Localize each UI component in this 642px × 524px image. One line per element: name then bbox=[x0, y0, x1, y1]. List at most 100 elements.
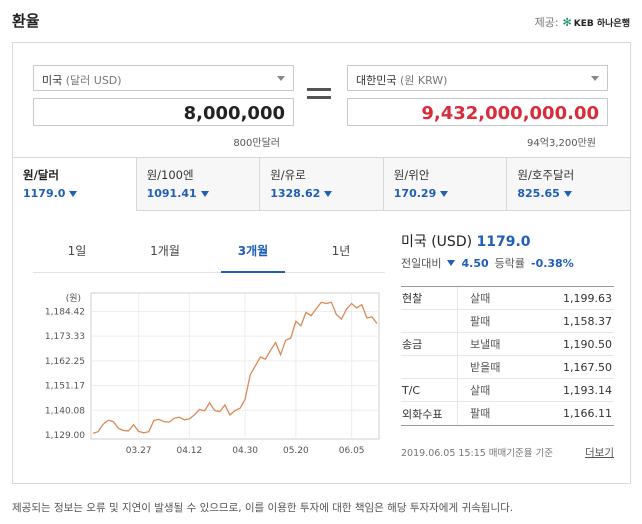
row-value: 1,167.50 bbox=[563, 360, 612, 374]
row-category: 송금 bbox=[402, 338, 423, 351]
plot-area bbox=[90, 292, 380, 440]
tab-usd[interactable]: 원/달러 1179.0 bbox=[13, 158, 136, 211]
row-value: 1,166.11 bbox=[563, 407, 612, 420]
y-tick-label: 1,140.08 bbox=[45, 406, 85, 416]
y-tick-label: 1,151.17 bbox=[45, 382, 85, 392]
from-currency-select[interactable]: 미국 (달러 USD) bbox=[33, 65, 294, 91]
down-arrow-icon bbox=[447, 260, 456, 266]
from-amount-hint: 800만달러 bbox=[233, 138, 280, 149]
y-tick-label: 1,129.00 bbox=[45, 431, 85, 441]
row-category: T/C bbox=[402, 383, 421, 397]
chevron-down-icon bbox=[277, 76, 285, 81]
table-row: T/C 살때 1,193.14 bbox=[401, 379, 614, 402]
tab-eur[interactable]: 원/유로 1328.62 bbox=[259, 158, 383, 210]
x-tick-label: 04.30 bbox=[232, 446, 258, 456]
equals-icon bbox=[307, 88, 331, 102]
bank-logo: ✻ KEB 하나은행 bbox=[563, 16, 630, 29]
table-row: 받을때 1,167.50 bbox=[401, 356, 614, 379]
exchange-widget: 미국 (달러 USD) 8,000,000 800만달러 대한민국 (원 KRW… bbox=[12, 42, 631, 484]
tab-jpy[interactable]: 원/100엔 1091.41 bbox=[135, 158, 260, 210]
x-tick-label: 04.12 bbox=[176, 446, 202, 456]
info-code: (USD) bbox=[431, 234, 473, 250]
row-value: 1,193.14 bbox=[563, 383, 612, 397]
info-change: 전일대비 4.50 등락률 -0.38% bbox=[401, 255, 574, 271]
to-amount-hint: 94억3,200만원 bbox=[527, 138, 596, 149]
period-tab-3m[interactable]: 3개월 bbox=[209, 233, 297, 273]
tab-label: 원/유로 bbox=[270, 168, 306, 182]
tab-label: 원/위안 bbox=[393, 168, 430, 182]
down-arrow-icon bbox=[200, 191, 209, 197]
series-line bbox=[92, 301, 378, 434]
from-amount-input[interactable]: 8,000,000 bbox=[33, 98, 294, 126]
row-value: 1,158.37 bbox=[563, 314, 612, 328]
provider-credit: 제공: ✻ KEB 하나은행 bbox=[535, 14, 630, 30]
tab-label: 원/호주달러 bbox=[517, 168, 575, 182]
table-row: 송금 보낼때 1,190.50 bbox=[401, 333, 614, 356]
x-tick-label: 06.05 bbox=[339, 446, 365, 456]
row-value: 1,190.50 bbox=[563, 337, 612, 351]
x-tick-label: 03.27 bbox=[126, 446, 152, 456]
to-currency-name: 대한민국 bbox=[356, 74, 397, 87]
period-tabs: 1일 1개월 3개월 1년 bbox=[33, 233, 385, 273]
rate-chart-svg: 1,184.42 1,173.33 1,162.25 1,151.17 1,140.08… bbox=[45, 292, 380, 456]
bank-name: KEB 하나은행 bbox=[573, 18, 630, 29]
table-row: 외화수표 팔때 1,166.11 bbox=[401, 402, 614, 425]
tab-label: 원/100엔 bbox=[146, 168, 194, 182]
chevron-down-icon bbox=[591, 76, 599, 81]
rate-footer: 2019.06.05 15:15 매매기준율 기준 더보기 bbox=[401, 445, 614, 460]
tab-label: 원/달러 bbox=[23, 168, 59, 182]
page-title: 환율 bbox=[12, 12, 40, 30]
tab-value: 170.29 bbox=[393, 187, 437, 200]
rate-tabs: 원/달러 1179.0 원/100엔 1091.41 원/유로 1328.62 … bbox=[13, 157, 630, 211]
row-kind: 팔때 bbox=[457, 310, 517, 332]
down-arrow-icon bbox=[324, 191, 333, 197]
from-currency-unit: (달러 USD) bbox=[65, 74, 122, 87]
tab-value: 1091.41 bbox=[146, 187, 197, 200]
rate-table: 현찰 살때 1,199.63 팔때 1,158.37 송금 보낼때 1,190.… bbox=[401, 286, 614, 426]
table-row: 현찰 살때 1,199.63 bbox=[401, 287, 614, 310]
info-rate: 1179.0 bbox=[476, 234, 531, 250]
more-link[interactable]: 더보기 bbox=[585, 447, 614, 459]
row-kind: 살때 bbox=[457, 287, 517, 309]
row-kind: 살때 bbox=[457, 379, 517, 401]
bank-logo-icon: ✻ bbox=[562, 15, 572, 29]
tab-aud[interactable]: 원/호주달러 825.65 bbox=[506, 158, 630, 210]
pct-label: 등락률 bbox=[494, 257, 525, 270]
period-tab-1m[interactable]: 1개월 bbox=[150, 244, 180, 258]
timestamp: 2019.06.05 15:15 매매기준율 기준 bbox=[401, 448, 554, 459]
row-kind: 팔때 bbox=[457, 402, 517, 425]
from-currency-name: 미국 bbox=[42, 74, 63, 87]
to-currency-unit: (원 KRW) bbox=[399, 74, 448, 87]
row-category: 외화수표 bbox=[402, 407, 443, 421]
row-kind: 받을때 bbox=[457, 356, 517, 378]
down-arrow-icon bbox=[563, 191, 572, 197]
tab-value: 1328.62 bbox=[270, 187, 321, 200]
down-arrow-icon bbox=[69, 191, 78, 197]
period-tab-1d[interactable]: 1일 bbox=[67, 244, 87, 258]
to-currency-select[interactable]: 대한민국 (원 KRW) bbox=[347, 65, 608, 91]
provider-label: 제공: bbox=[534, 16, 559, 29]
row-kind: 보낼때 bbox=[457, 333, 517, 355]
info-heading: 미국 (USD) 1179.0 bbox=[401, 231, 531, 251]
y-tick-label: 1,173.33 bbox=[45, 332, 85, 342]
change-label: 전일대비 bbox=[401, 257, 442, 270]
row-value: 1,199.63 bbox=[563, 291, 612, 305]
y-unit-label: (원) bbox=[66, 293, 81, 304]
pct-value: -0.38% bbox=[531, 256, 574, 270]
info-country: 미국 bbox=[401, 234, 427, 250]
table-row: 팔때 1,158.37 bbox=[401, 310, 614, 333]
period-tab-1y[interactable]: 1년 bbox=[331, 244, 351, 258]
converter: 미국 (달러 USD) 8,000,000 800만달러 대한민국 (원 KRW… bbox=[13, 43, 630, 157]
to-amount-input[interactable]: 9,432,000,000.00 bbox=[347, 98, 608, 126]
row-category: 현찰 bbox=[402, 292, 423, 305]
down-arrow-icon bbox=[440, 191, 449, 197]
y-tick-label: 1,184.42 bbox=[45, 307, 85, 317]
y-tick-label: 1,162.25 bbox=[45, 357, 85, 367]
change-value: 4.50 bbox=[461, 256, 489, 270]
rate-chart: 1,184.42 1,173.33 1,162.25 1,151.17 1,140.08… bbox=[33, 289, 385, 459]
tab-value: 1179.0 bbox=[23, 187, 66, 200]
tab-cny[interactable]: 원/위안 170.29 bbox=[382, 158, 507, 210]
tab-value: 825.65 bbox=[517, 187, 560, 200]
x-tick-label: 05.20 bbox=[283, 446, 309, 456]
disclaimer: 제공되는 정보는 오류 및 지연이 발생될 수 있으므로, 이를 이용한 투자에… bbox=[12, 502, 514, 514]
